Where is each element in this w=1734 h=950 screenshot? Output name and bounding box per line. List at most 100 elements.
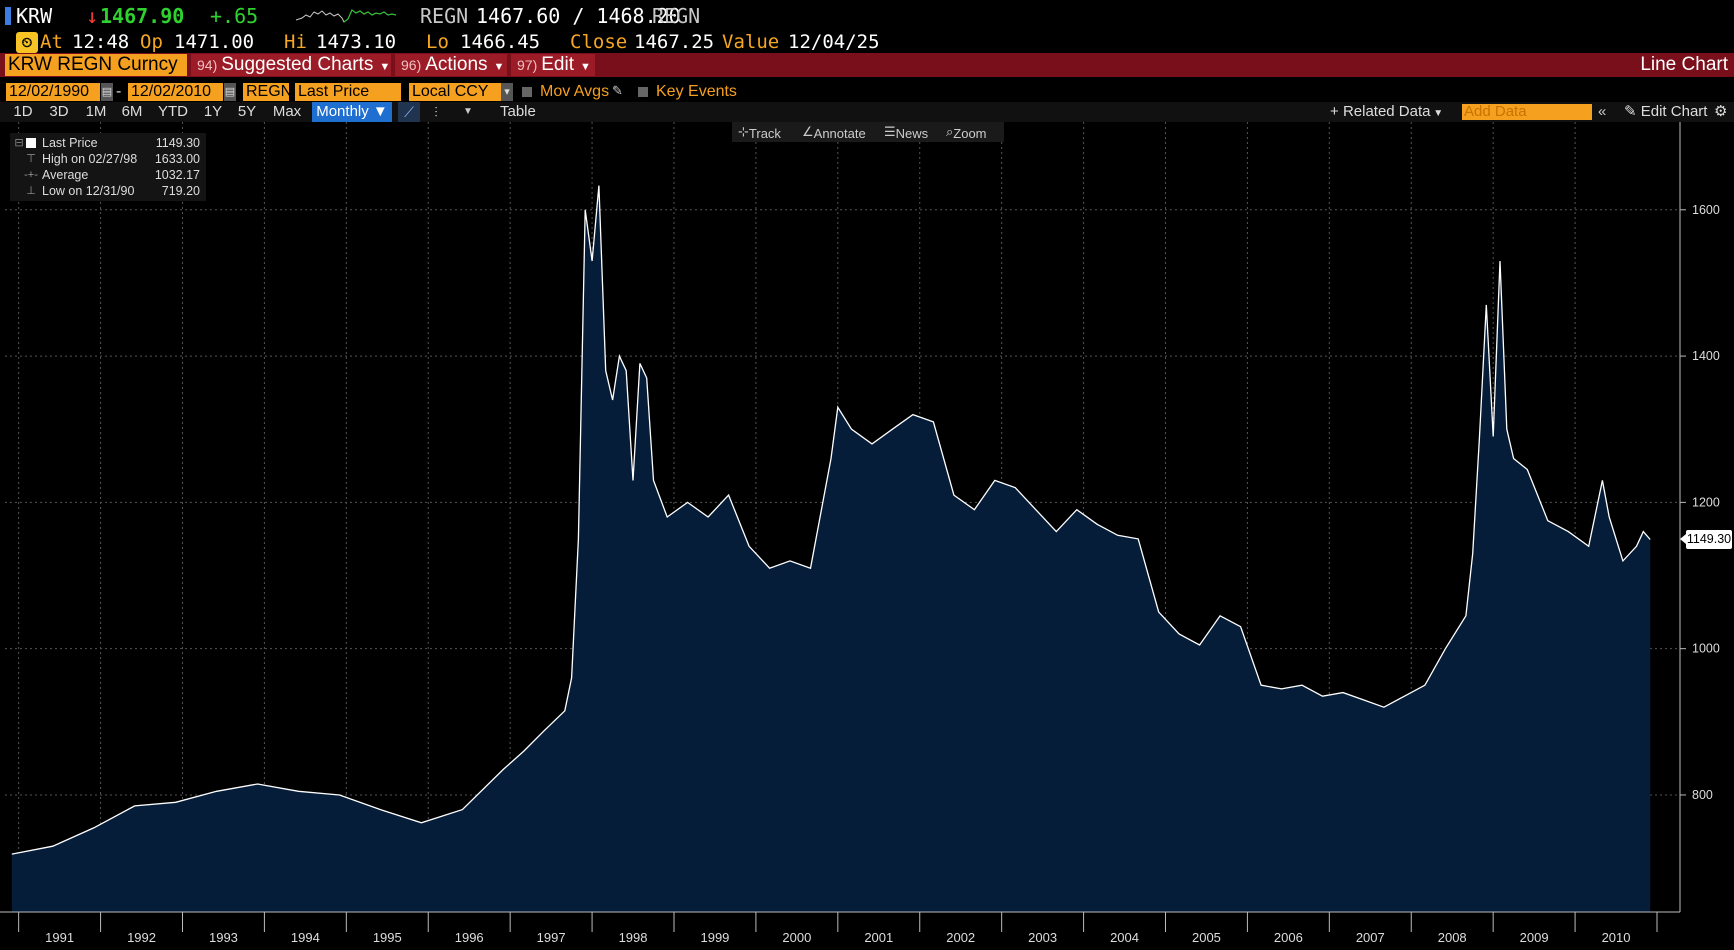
collapse-icon[interactable]: « (1598, 103, 1607, 120)
legend-low: ⊥ Low on 12/31/90 719.20 (10, 183, 206, 199)
related-data-label: Related Data (1342, 103, 1431, 120)
chart-style-dropdown-icon[interactable]: ▼ (463, 106, 473, 117)
range-5y[interactable]: 5Y (237, 103, 257, 120)
zoom-tool[interactable]: ⌕ Zoom (946, 124, 987, 141)
legend-average: -+- Average 1032.17 (10, 167, 206, 183)
mov-avgs-checkbox[interactable] (522, 87, 532, 97)
high-marker-icon: ⊤ (26, 153, 36, 165)
range-ytd[interactable]: YTD (158, 103, 188, 120)
open-label: Op (140, 31, 163, 53)
edit-menu[interactable]: 97) Edit ▼ (511, 54, 595, 76)
field-selector[interactable]: Last Price (295, 83, 401, 101)
x-tick-label: 2009 (1520, 930, 1549, 945)
source-field[interactable]: REGN (243, 83, 289, 101)
x-tick-label: 1993 (209, 930, 238, 945)
x-tick-label: 2000 (782, 930, 811, 945)
menu-label: Suggested Charts (221, 54, 374, 75)
x-tick-label: 2004 (1110, 930, 1139, 945)
actions-menu[interactable]: 96) Actions ▼ (395, 54, 507, 76)
mov-avgs-label[interactable]: Mov Avgs (540, 83, 610, 100)
suggested-charts-menu[interactable]: 94) Suggested Charts ▼ (191, 54, 391, 76)
range-3d[interactable]: 3D (49, 103, 69, 120)
plus-icon: + (1330, 103, 1343, 120)
currency-selector[interactable]: Local CCY (409, 83, 501, 101)
average-marker-icon: -+- (24, 169, 38, 181)
chart-legend[interactable]: ⊟ Last Price 1149.30 ⊤ High on 02/27/98 … (10, 133, 206, 201)
last-price: 1467.90 (100, 4, 185, 28)
track-label: Track (748, 126, 781, 141)
x-tick-label: 1992 (127, 930, 156, 945)
edit-chart-label: Edit Chart (1640, 103, 1708, 120)
high-label: Hi (284, 31, 307, 53)
legend-last-value: 1149.30 (155, 136, 200, 150)
table-button[interactable]: Table (500, 103, 536, 120)
start-date-field[interactable]: 12/02/1990 (6, 83, 100, 101)
range-bar: 1D 3D 1M 6M YTD 1Y 5Y Max Monthly ▼ ⟋ ⫶ … (0, 102, 1734, 122)
legend-low-value: 719.20 (161, 184, 200, 198)
collapse-toggle-icon[interactable]: ⊟ (14, 137, 24, 149)
series-swatch (26, 138, 36, 148)
value-label: Value (722, 31, 780, 53)
y-axis-ticks: 800 1000 1200 1400 1600 (1680, 203, 1720, 802)
price-area (11, 185, 1651, 913)
menu-number: 97) (517, 57, 538, 73)
period-selector[interactable]: Monthly ▼ (312, 102, 392, 122)
price-line (11, 185, 1651, 855)
range-1y[interactable]: 1Y (203, 103, 223, 120)
value-date: 12/04/25 (788, 31, 880, 53)
caret-down-icon: ▼ (493, 61, 505, 73)
close-label: Close (570, 31, 628, 53)
x-tick-label: 2008 (1438, 930, 1467, 945)
close-value: 1467.25 (634, 31, 715, 53)
news-tool[interactable]: ☰ News (884, 124, 929, 141)
add-data-input[interactable]: Add Data (1462, 104, 1592, 120)
legend-high-value: 1633.00 (154, 152, 200, 166)
legend-average-label: Average (42, 168, 89, 182)
range-max[interactable]: Max (272, 103, 302, 120)
low-label: Lo (426, 31, 449, 53)
line-chart-icon[interactable]: ⟋ (398, 102, 420, 122)
range-6m[interactable]: 6M (121, 103, 143, 120)
edit-chart-button[interactable]: ✎ Edit Chart (1624, 102, 1707, 122)
caret-down-icon: ▼ (379, 61, 391, 73)
chart-controls: 12/02/1990 ▤ - 12/02/2010 ▤ REGN Last Pr… (0, 82, 1734, 102)
pencil-icon[interactable]: ✎ (612, 83, 623, 98)
calendar-icon[interactable]: ▤ (101, 83, 113, 101)
ticker[interactable]: KRW (16, 4, 53, 28)
x-tick-label: 2001 (864, 930, 893, 945)
y-tick-label: 1600 (1692, 203, 1720, 217)
caret-down-icon: ▼ (1430, 108, 1444, 119)
bar-chart-icon[interactable]: ⫶ (434, 104, 438, 120)
legend-average-value: 1032.17 (154, 168, 200, 182)
legend-high-label: High on 02/27/98 (42, 152, 138, 166)
x-tick-label: 1999 (700, 930, 729, 945)
x-tick-label: 1996 (455, 930, 484, 945)
market-source: REGN (420, 4, 469, 28)
related-data-button[interactable]: + Related Data ▼ (1330, 102, 1443, 122)
x-tick-label: 2006 (1274, 930, 1303, 945)
dropdown-icon[interactable]: ▾ (501, 83, 513, 101)
annotate-tool[interactable]: ∠ Annotate (802, 124, 866, 141)
market-source-2: REGN (652, 4, 701, 28)
y-tick-label: 1200 (1692, 495, 1720, 509)
x-tick-label: 1998 (619, 930, 648, 945)
menu-label: Actions (425, 54, 488, 75)
key-events-checkbox[interactable] (638, 87, 648, 97)
security-field[interactable]: KRW REGN Curncy (5, 54, 187, 76)
range-1m[interactable]: 1M (85, 103, 107, 120)
bid-ask: 1467.60 / 1468.20 (476, 4, 681, 28)
calendar-icon[interactable]: ▤ (224, 83, 236, 101)
range-1d[interactable]: 1D (13, 103, 33, 120)
track-tool[interactable]: ⊹ Track (738, 124, 781, 141)
at-label: At (40, 31, 63, 53)
price-chart[interactable]: 800 1000 1200 1400 1600 1991 1992 1993 1994 1995… (0, 122, 1734, 950)
clock-icon: ⏲ (16, 32, 38, 53)
legend-last-label: Last Price (42, 136, 98, 150)
date-separator: - (116, 83, 122, 100)
low-value: 1466.45 (460, 31, 541, 53)
gear-icon[interactable]: ⚙ (1714, 103, 1728, 120)
key-events-label[interactable]: Key Events (656, 83, 737, 100)
quote-time: 12:48 (72, 31, 130, 53)
end-date-field[interactable]: 12/02/2010 (128, 83, 223, 101)
x-tick-label: 2010 (1602, 930, 1631, 945)
